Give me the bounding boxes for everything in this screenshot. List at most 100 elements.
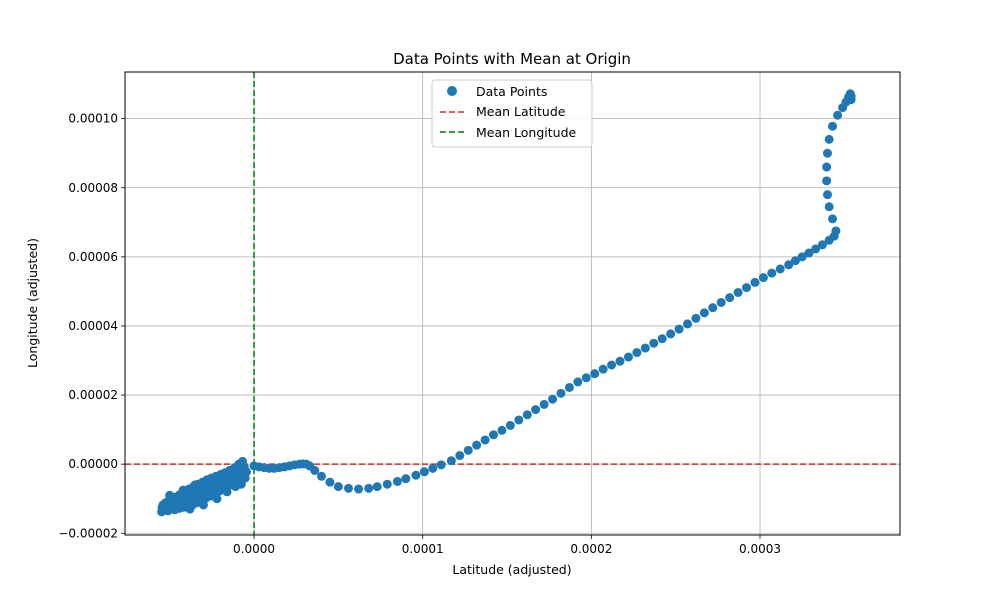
data-point bbox=[564, 382, 574, 392]
data-point bbox=[828, 121, 838, 131]
data-point bbox=[790, 256, 800, 266]
data-point bbox=[598, 364, 608, 374]
data-point bbox=[316, 471, 326, 481]
data-point bbox=[548, 394, 558, 404]
data-point bbox=[354, 484, 364, 494]
data-point bbox=[556, 388, 566, 398]
legend-label-mean-longitude: Mean Longitude bbox=[476, 125, 577, 140]
data-point bbox=[725, 293, 735, 303]
data-point bbox=[822, 190, 832, 200]
data-point bbox=[833, 110, 843, 120]
data-point bbox=[750, 277, 760, 287]
data-point bbox=[822, 148, 832, 158]
x-axis-label: Latitude (adjusted) bbox=[452, 562, 571, 577]
data-point bbox=[733, 287, 743, 297]
data-point bbox=[846, 95, 856, 105]
data-point bbox=[419, 467, 429, 477]
y-tick-label: 0.00008 bbox=[68, 181, 118, 195]
data-point bbox=[767, 268, 777, 278]
data-point bbox=[165, 490, 175, 500]
data-point bbox=[573, 377, 583, 387]
data-point bbox=[758, 273, 768, 283]
data-point bbox=[824, 134, 834, 144]
x-tick-label: 0.0002 bbox=[570, 542, 612, 556]
data-point bbox=[202, 476, 212, 486]
x-axis-ticks: 0.0000 0.0001 0.0002 0.0003 bbox=[233, 535, 781, 556]
data-point bbox=[489, 430, 499, 440]
y-tick-label: 0.00000 bbox=[68, 457, 118, 471]
data-point bbox=[198, 500, 208, 510]
data-point bbox=[236, 479, 246, 489]
data-point bbox=[185, 504, 195, 514]
legend-label-mean-latitude: Mean Latitude bbox=[476, 104, 566, 119]
data-point bbox=[392, 476, 402, 486]
data-point bbox=[539, 399, 549, 409]
data-points bbox=[157, 89, 856, 517]
data-point bbox=[615, 356, 625, 366]
data-point bbox=[411, 470, 421, 480]
data-point bbox=[522, 410, 532, 420]
data-point bbox=[682, 319, 692, 329]
data-point bbox=[831, 226, 841, 236]
x-tick-label: 0.0000 bbox=[233, 542, 275, 556]
y-tick-label: 0.00002 bbox=[68, 388, 118, 402]
chart-title: Data Points with Mean at Origin bbox=[393, 50, 631, 68]
data-point bbox=[505, 420, 515, 430]
data-point bbox=[325, 477, 335, 487]
legend-box bbox=[431, 79, 593, 148]
data-point bbox=[623, 352, 633, 362]
y-tick-label: 0.00004 bbox=[68, 319, 118, 333]
y-tick-label: 0.00006 bbox=[68, 250, 118, 264]
data-point bbox=[811, 244, 821, 254]
data-point bbox=[784, 260, 794, 270]
data-point bbox=[824, 202, 834, 212]
data-point bbox=[822, 162, 832, 172]
data-point bbox=[607, 360, 617, 370]
data-point bbox=[222, 487, 232, 497]
data-point bbox=[531, 405, 541, 415]
x-tick-label: 0.0001 bbox=[402, 542, 444, 556]
data-point bbox=[497, 425, 507, 435]
data-point bbox=[775, 264, 785, 274]
data-point bbox=[674, 324, 684, 334]
data-point bbox=[428, 463, 438, 473]
data-point bbox=[742, 283, 752, 293]
data-point bbox=[804, 248, 814, 258]
y-axis-label: Longitude (adjusted) bbox=[25, 238, 40, 368]
y-axis-ticks: −0.00002 0.00000 0.00002 0.00004 0.00006 0.00… bbox=[58, 112, 125, 540]
data-point bbox=[797, 252, 807, 262]
data-point bbox=[455, 451, 465, 461]
data-point bbox=[364, 483, 374, 493]
data-point bbox=[472, 440, 482, 450]
legend-label-data-points: Data Points bbox=[476, 84, 547, 99]
data-point bbox=[817, 240, 827, 250]
data-point bbox=[333, 482, 343, 492]
data-point bbox=[178, 485, 188, 495]
data-point bbox=[212, 494, 222, 504]
data-point bbox=[632, 348, 642, 358]
data-point bbox=[708, 303, 718, 313]
data-point bbox=[590, 369, 600, 379]
data-point bbox=[649, 338, 659, 348]
data-point bbox=[382, 479, 392, 489]
x-tick-label: 0.0003 bbox=[739, 542, 781, 556]
data-point bbox=[190, 480, 200, 490]
data-point bbox=[241, 467, 251, 477]
legend-marker-data-points bbox=[447, 86, 457, 96]
data-point bbox=[657, 334, 667, 344]
y-tick-label: 0.00010 bbox=[68, 112, 118, 126]
y-tick-label: −0.00002 bbox=[58, 526, 118, 540]
data-point bbox=[214, 472, 224, 482]
data-point bbox=[666, 329, 676, 339]
data-point bbox=[581, 373, 591, 383]
data-point bbox=[480, 435, 490, 445]
data-point bbox=[401, 474, 411, 484]
data-point bbox=[446, 456, 456, 466]
data-point bbox=[310, 465, 320, 475]
data-point bbox=[436, 460, 446, 470]
data-point bbox=[225, 469, 235, 479]
data-point bbox=[822, 176, 832, 186]
data-point bbox=[343, 483, 353, 493]
plot-frame bbox=[124, 71, 901, 536]
